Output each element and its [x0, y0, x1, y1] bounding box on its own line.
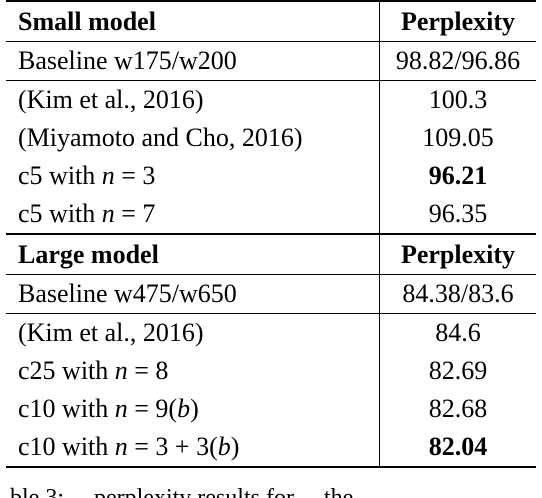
math-expression: = 3	[114, 161, 156, 190]
math-variable: n	[114, 394, 128, 423]
results-table: Small model Perplexity Baseline w175/w20…	[6, 0, 536, 468]
small-perplexity-header: Perplexity	[379, 0, 536, 42]
math-variable: n	[114, 356, 128, 385]
model-name: (Kim et al., 2016)	[18, 85, 204, 114]
table-row: Baseline w175/w200 98.82/96.86	[6, 41, 536, 81]
perplexity-value: 84.38/83.6	[379, 274, 536, 314]
large-model-header-row: Large model Perplexity	[6, 233, 536, 275]
perplexity-value: 84.6	[379, 313, 536, 352]
table-row: c5 with n = 7 96.35	[6, 195, 536, 234]
math-variable: n	[101, 199, 115, 228]
model-name: (Miyamoto and Cho, 2016)	[18, 123, 303, 152]
math-expression: = 3 + 3(	[127, 432, 218, 461]
math-expression: )	[190, 394, 199, 423]
model-name-prefix: c10 with	[18, 432, 115, 461]
model-name-prefix: c10 with	[18, 394, 115, 423]
table-row: (Miyamoto and Cho, 2016) 109.05	[6, 119, 536, 157]
table-row: c10 with n = 3 + 3(b) 82.04	[6, 428, 536, 468]
table-row: (Kim et al., 2016) 100.3	[6, 80, 536, 119]
model-name: c10 with n = 9(b)	[6, 390, 380, 428]
large-perplexity-header: Perplexity	[379, 233, 536, 275]
perplexity-value: 98.82/96.86	[379, 41, 536, 81]
model-name-prefix: c5 with	[18, 199, 102, 228]
model-name: Baseline w475/w650	[6, 274, 380, 314]
perplexity-value: 109.05	[379, 119, 536, 157]
perplexity-value: 82.68	[379, 390, 536, 428]
model-name-prefix: c25 with	[18, 356, 115, 385]
perplexity-value-best: 82.04	[379, 428, 536, 468]
table-row: c5 with n = 3 96.21	[6, 157, 536, 195]
small-model-header-row: Small model Perplexity	[6, 0, 536, 42]
table-row: c25 with n = 8 82.69	[6, 352, 536, 390]
model-name: c10 with n = 3 + 3(b)	[6, 428, 380, 468]
table-row: c10 with n = 9(b) 82.68	[6, 390, 536, 428]
model-name: Baseline w175/w200	[6, 41, 380, 81]
perplexity-value-best: 96.21	[379, 157, 536, 195]
model-name: (Kim et al., 2016)	[18, 318, 204, 347]
math-variable: b	[177, 394, 191, 423]
math-expression: = 9(	[127, 394, 178, 423]
math-variable: n	[101, 161, 115, 190]
math-variable: n	[114, 432, 128, 461]
table-row: Baseline w475/w650 84.38/83.6	[6, 274, 536, 314]
math-expression: )	[230, 432, 240, 461]
model-name: c5 with n = 7	[6, 195, 380, 234]
table-caption: ble 3: ... perplexity results for ... th…	[10, 478, 540, 498]
model-name-prefix: c5 with	[18, 161, 102, 190]
math-expression: = 8	[127, 356, 169, 385]
perplexity-value: 100.3	[379, 80, 536, 119]
small-model-header: Small model	[6, 0, 380, 42]
perplexity-value: 82.69	[379, 352, 536, 390]
math-variable: b	[217, 432, 231, 461]
math-expression: = 7	[114, 199, 156, 228]
table-row: (Kim et al., 2016) 84.6	[6, 313, 536, 352]
model-name: c5 with n = 3	[6, 157, 380, 195]
caption-text: ble 3: ... perplexity results for ... th…	[10, 485, 354, 498]
perplexity-value: 96.35	[379, 195, 536, 234]
model-name: c25 with n = 8	[6, 352, 380, 390]
large-model-header: Large model	[6, 233, 380, 275]
